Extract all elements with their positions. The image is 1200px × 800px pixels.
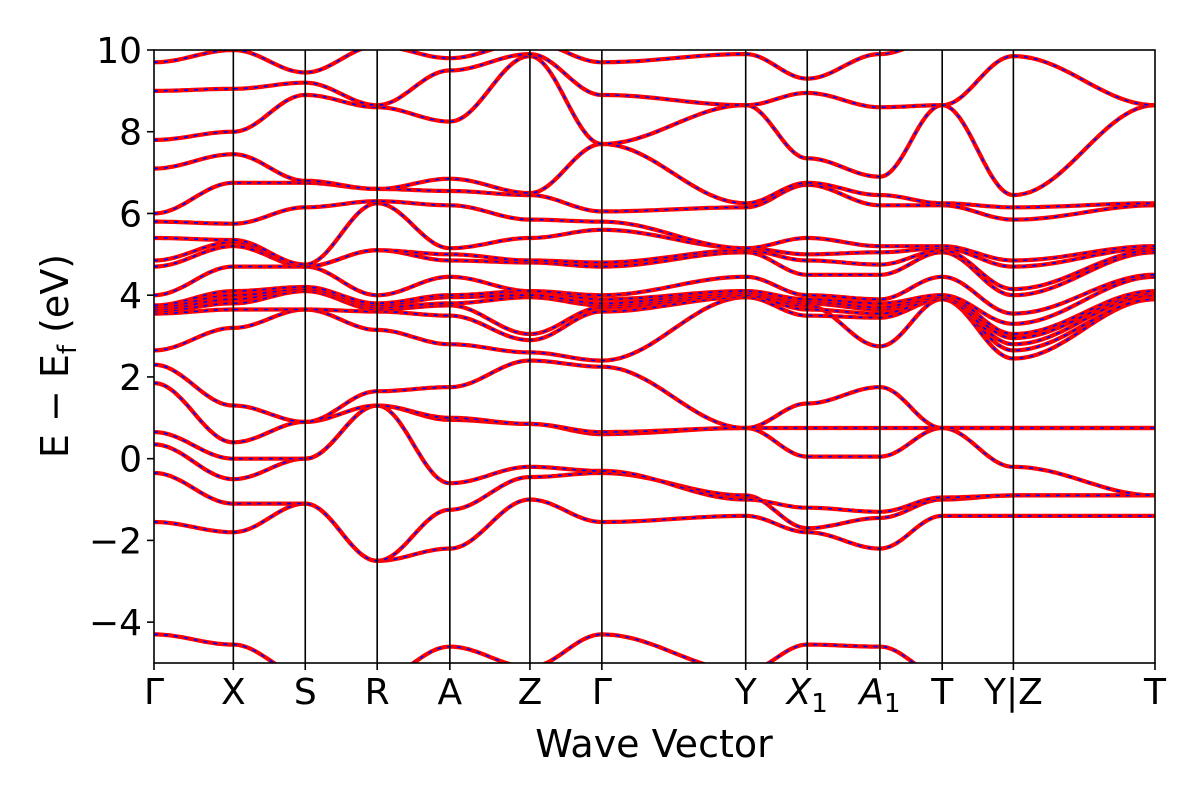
y-tick-label-4: 2: [119, 358, 142, 399]
y-axis-title: E − Ef (eV): [33, 254, 83, 458]
x-tick-label-1: Γ: [144, 672, 164, 713]
y-tick-label-8: 10: [96, 31, 142, 72]
x-tick-label-8: Y: [734, 672, 758, 713]
y-tick-label-5: 4: [119, 276, 142, 317]
y-axis-title-sub: f: [53, 344, 83, 354]
y-tick-label-7: 8: [119, 113, 142, 154]
x-tick-label-11: T: [930, 672, 954, 713]
kpoint-lines-layer: [232, 50, 1015, 663]
y-axis-title-unit: (eV): [33, 254, 77, 345]
x-axis-title: Wave Vector: [535, 722, 773, 766]
x-tick-label-9: X1: [785, 672, 828, 719]
y-tick-label-3: 0: [119, 440, 142, 481]
x-tick-label-3: S: [294, 672, 317, 713]
x-tick-label-7: Γ: [592, 672, 612, 713]
y-tick-label-2: −2: [89, 521, 142, 562]
x-tick-label-5: A: [438, 672, 463, 713]
y-ticks-layer: −4 −2 0 2 4 6 8 10: [89, 31, 154, 644]
x-tick-label-6: Z: [518, 672, 543, 713]
x-tick-label-12: Y|Z: [983, 672, 1043, 713]
y-axis-title-main: E − E: [33, 354, 77, 458]
y-tick-label-6: 6: [119, 194, 142, 235]
plot-frame: [153, 49, 1156, 664]
x-tick-label-2: X: [221, 672, 246, 713]
x-ticks-layer: Γ X S R A Z Γ Y X1 A1 T Y|Z T: [144, 663, 1167, 719]
x-tick-label-10: A1: [857, 672, 900, 719]
x-tick-label-13: T: [1143, 672, 1167, 713]
x-tick-label-4: R: [365, 672, 390, 713]
y-tick-label-1: −4: [89, 603, 142, 644]
